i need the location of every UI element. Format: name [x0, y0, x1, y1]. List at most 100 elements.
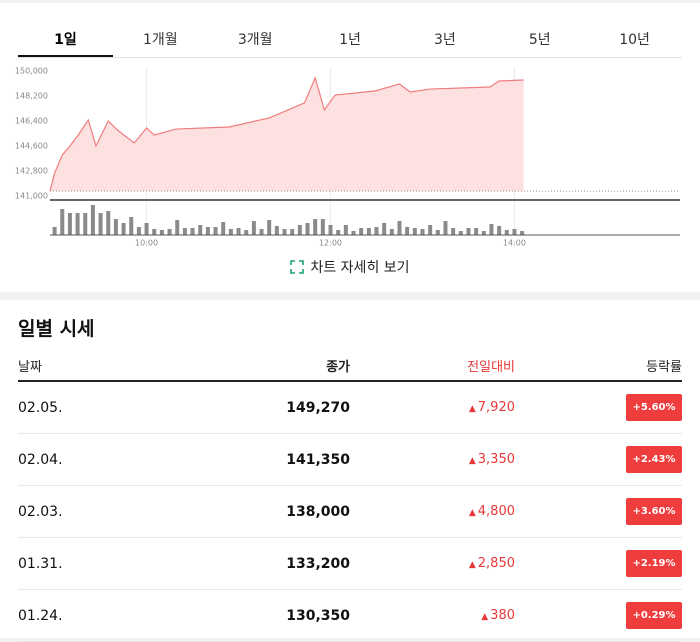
volume-bar [98, 213, 103, 235]
chart: 10:00 12:00 14:00 141,000 142,800 144,600 146,… [15, 67, 680, 248]
volume-bar [343, 225, 348, 235]
period-tab[interactable]: 3년 [433, 32, 456, 48]
volume-bar [512, 229, 517, 235]
table-row: 02.03. 138,000 ▲ 4,800 +3.60% [18, 485, 682, 538]
volume-bar [451, 228, 456, 235]
price-area [50, 77, 524, 192]
up-arrow: ▲ [468, 404, 476, 414]
volume-bar [481, 231, 486, 235]
close-price: 133,200 [286, 555, 350, 572]
volume-bar [75, 213, 80, 235]
volume-bar [267, 220, 272, 235]
volume-bar [221, 222, 226, 235]
period-tab[interactable]: 10년 [619, 32, 650, 48]
volume-bar [466, 228, 471, 235]
table-cell: 02.04. [18, 433, 138, 486]
table-row: 02.05. 149,270 ▲ 7,920 +5.60% [18, 381, 682, 434]
table-row: 02.04. 141,350 ▲ 3,350 +2.43% [18, 433, 682, 486]
close-price: 138,000 [286, 503, 350, 520]
volume-bar [443, 221, 448, 235]
table-cell: ▲ 7,920 [350, 381, 515, 434]
table-cell: +2.19% [515, 537, 682, 590]
table-cell: 130,350 [138, 589, 350, 642]
column-header: 전일대비 [350, 350, 515, 382]
detail-link-text[interactable]: 차트 자세히 보기 [310, 260, 410, 276]
section-title: 일별 시세 [18, 318, 95, 340]
volume-bar [313, 219, 318, 235]
volume-bar [236, 228, 241, 235]
volume-bar [374, 227, 379, 235]
volume-bar [297, 225, 302, 235]
volume-bar [129, 217, 134, 235]
volume-bar [359, 228, 364, 235]
volume-bar [405, 227, 410, 235]
table-cell: 149,270 [138, 381, 350, 434]
y-tick-label: 150,000 [15, 67, 48, 76]
volume-bar [366, 228, 371, 235]
volume-bar [520, 231, 525, 235]
period-tab[interactable]: 5년 [528, 32, 551, 48]
up-arrow: ▲ [468, 456, 476, 466]
volume-bar [489, 224, 494, 235]
volume-bar [282, 229, 287, 235]
volume-bar [83, 213, 88, 235]
volume-bar [167, 229, 172, 235]
x-tick-label: 10:00 [135, 239, 158, 248]
date: 02.03. [18, 503, 63, 520]
table-cell: 138,000 [138, 485, 350, 538]
volume-bar [136, 227, 141, 235]
date: 01.31. [18, 555, 63, 572]
table-cell: ▲ 2,850 [350, 537, 515, 590]
table-cell: 02.03. [18, 485, 138, 538]
volume-bar [435, 230, 440, 235]
change-value: 4,800 [477, 504, 515, 519]
close-price: 130,350 [286, 607, 350, 624]
volume-bar [320, 219, 325, 235]
table-cell: 01.24. [18, 589, 138, 642]
table-cell: ▲ 4,800 [350, 485, 515, 538]
table-cell: +5.60% [515, 381, 682, 434]
volume-bar [504, 230, 509, 235]
chart-panel: 1일 1개월 3개월 1년 3년 5년 10년 10:00 12:00 14:00 141,000… [0, 3, 700, 292]
volume-bar [497, 226, 502, 235]
volume-bar [389, 229, 394, 235]
table-cell: 01.31. [18, 537, 138, 590]
period-tab[interactable]: 1일 [18, 27, 113, 57]
table-header: 날짜 종가 전일대비 등락률 [18, 350, 682, 382]
date: 02.04. [18, 451, 63, 468]
date: 02.05. [18, 399, 63, 416]
period-tab[interactable]: 1년 [339, 32, 361, 48]
rate-badge: +3.60% [626, 498, 682, 525]
detail-link[interactable]: 차트 자세히 보기 [0, 257, 700, 277]
up-arrow: ▲ [468, 560, 476, 570]
column-header: 등락률 [515, 350, 682, 382]
period-tab[interactable]: 1개월 [142, 32, 178, 48]
volume-bar [60, 209, 65, 235]
y-tick-label: 146,400 [15, 117, 48, 126]
volume-bar [198, 225, 203, 235]
volume-bar [205, 227, 210, 235]
price-line [49, 76, 524, 192]
rate-badge: +2.43% [626, 446, 682, 473]
price-table: 날짜 종가 전일대비 등락률 02.05. 149,270 ▲ 7,920 +5.60% 02.0… [18, 350, 682, 642]
table-cell: 133,200 [138, 537, 350, 590]
table-cell: 02.05. [18, 381, 138, 434]
volume-bar [113, 219, 118, 235]
volume-bar [274, 226, 279, 235]
table-row: 01.24. 130,350 ▲ 380 +0.29% [18, 589, 682, 642]
volume-bar [328, 225, 333, 235]
volume-bar [67, 213, 72, 235]
date: 01.24. [18, 607, 63, 624]
change-value: 3,350 [477, 452, 515, 467]
volume-bar [144, 223, 149, 235]
volume-bar [351, 231, 356, 235]
y-tick-label: 141,000 [15, 192, 48, 201]
volume-bar [159, 230, 164, 235]
close-price: 141,350 [286, 451, 350, 468]
volume-bar [52, 227, 57, 235]
volume-bar [121, 223, 126, 235]
period-tab[interactable]: 3개월 [237, 32, 273, 48]
volume-bar [228, 229, 233, 235]
column-header: 종가 [138, 350, 350, 382]
y-tick-label: 144,600 [15, 142, 48, 151]
